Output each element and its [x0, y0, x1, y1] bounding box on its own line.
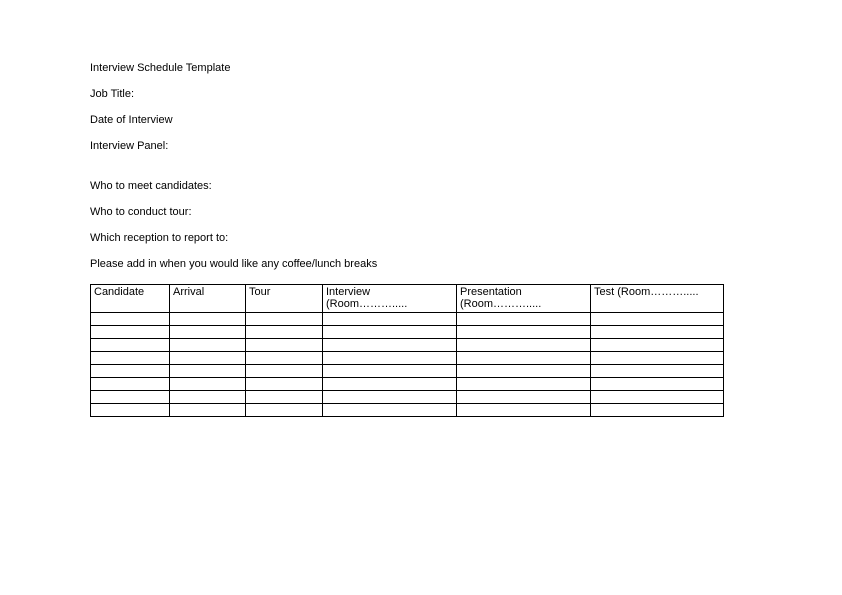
- table-cell: [323, 404, 457, 417]
- table-cell: [246, 339, 323, 352]
- table-cell: [170, 404, 246, 417]
- table-header-row: CandidateArrivalTourInterview (Room………..…: [91, 285, 724, 313]
- document-page: Interview Schedule Template Job Title: D…: [0, 0, 842, 417]
- table-cell: [457, 391, 591, 404]
- table-row: [91, 313, 724, 326]
- table-cell: [591, 352, 724, 365]
- table-row: [91, 378, 724, 391]
- table-cell: [323, 326, 457, 339]
- table-cell: [170, 391, 246, 404]
- table-cell: [323, 339, 457, 352]
- table-cell: [246, 404, 323, 417]
- table-cell: [246, 378, 323, 391]
- table-cell: [246, 365, 323, 378]
- table-cell: [170, 352, 246, 365]
- who-to-meet-label: Who to meet candidates:: [90, 180, 752, 192]
- table-cell: [246, 391, 323, 404]
- job-title-label: Job Title:: [90, 88, 752, 100]
- table-row: [91, 352, 724, 365]
- table-cell: [457, 378, 591, 391]
- table-cell: [457, 326, 591, 339]
- table-cell: [91, 352, 170, 365]
- table-cell: [246, 326, 323, 339]
- table-column-header: Test (Room……….....: [591, 285, 724, 313]
- table-cell: [170, 365, 246, 378]
- table-cell: [323, 313, 457, 326]
- table-cell: [457, 352, 591, 365]
- table-cell: [91, 378, 170, 391]
- table-row: [91, 365, 724, 378]
- table-cell: [591, 391, 724, 404]
- table-cell: [591, 404, 724, 417]
- which-reception-label: Which reception to report to:: [90, 232, 752, 244]
- table-column-header: Tour: [246, 285, 323, 313]
- table-row: [91, 404, 724, 417]
- table-cell: [457, 365, 591, 378]
- table-cell: [591, 365, 724, 378]
- table-cell: [591, 313, 724, 326]
- table-row: [91, 391, 724, 404]
- breaks-instruction-label: Please add in when you would like any co…: [90, 258, 752, 270]
- table-cell: [246, 352, 323, 365]
- interview-panel-label: Interview Panel:: [90, 140, 752, 152]
- schedule-table: CandidateArrivalTourInterview (Room………..…: [90, 284, 724, 417]
- table-cell: [323, 391, 457, 404]
- table-cell: [591, 326, 724, 339]
- table-column-header: Candidate: [91, 285, 170, 313]
- table-cell: [457, 339, 591, 352]
- table-cell: [170, 339, 246, 352]
- table-cell: [91, 326, 170, 339]
- page-title: Interview Schedule Template: [90, 62, 752, 74]
- table-cell: [91, 404, 170, 417]
- table-cell: [323, 365, 457, 378]
- table-cell: [591, 339, 724, 352]
- table-column-header: Arrival: [170, 285, 246, 313]
- table-cell: [591, 378, 724, 391]
- table-column-header: Presentation (Room……….....: [457, 285, 591, 313]
- table-cell: [457, 313, 591, 326]
- table-column-header: Interview (Room……….....: [323, 285, 457, 313]
- table-cell: [91, 313, 170, 326]
- table-cell: [91, 365, 170, 378]
- table-cell: [457, 404, 591, 417]
- who-to-tour-label: Who to conduct tour:: [90, 206, 752, 218]
- table-row: [91, 326, 724, 339]
- table-cell: [323, 378, 457, 391]
- table-cell: [170, 313, 246, 326]
- table-cell: [91, 391, 170, 404]
- spacer: [90, 166, 752, 180]
- table-cell: [323, 352, 457, 365]
- table-cell: [91, 339, 170, 352]
- table-cell: [170, 326, 246, 339]
- table-cell: [246, 313, 323, 326]
- date-of-interview-label: Date of Interview: [90, 114, 752, 126]
- table-row: [91, 339, 724, 352]
- table-cell: [170, 378, 246, 391]
